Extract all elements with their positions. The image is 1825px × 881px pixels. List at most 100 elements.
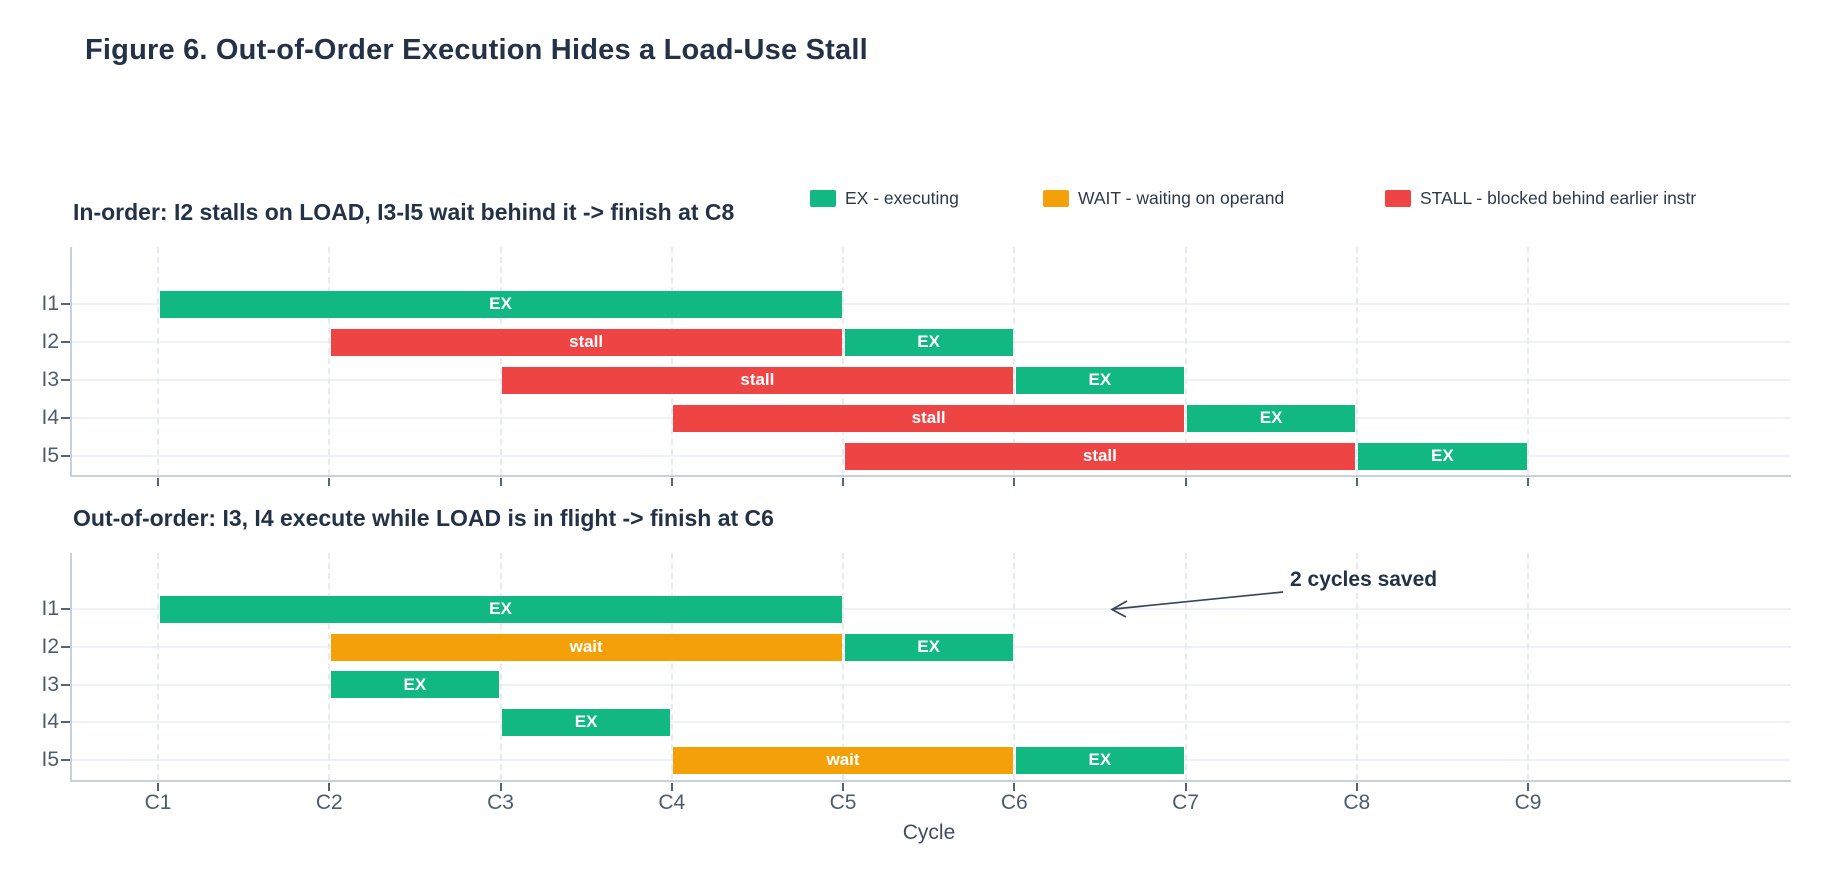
gantt-bar-out-of-order-i1-EX: EX: [159, 595, 842, 623]
legend-item-wait: WAIT - waiting on operand: [1043, 188, 1284, 208]
bar-label: EX: [1259, 408, 1283, 427]
x-tick-c5: [842, 478, 844, 486]
row-tick-i4: [61, 721, 70, 723]
x-tick-c9: [1527, 478, 1529, 486]
x-tick-c6: [1013, 783, 1016, 791]
cycle-gridline: [670, 247, 673, 475]
gantt-bar-out-of-order-i2-wait: wait: [330, 633, 842, 661]
x-tick-c1: [157, 478, 159, 486]
bar-label: stall: [569, 332, 604, 351]
row-label-out-of-order-i2: I2: [41, 635, 59, 658]
x-tick-c3: [499, 783, 502, 791]
legend-label-stall: STALL - blocked behind earlier instr: [1420, 187, 1697, 208]
cycle-gridline: [1184, 247, 1187, 475]
x-tick-c4: [670, 783, 673, 791]
bar-label: wait: [826, 750, 860, 769]
x-tick-c6: [1013, 478, 1016, 486]
row-gridline: [70, 683, 1791, 686]
x-tick-c7: [1184, 783, 1187, 791]
x-tick-c2: [328, 783, 331, 791]
bar-label: EX: [489, 599, 512, 618]
cycle-gridline: [157, 553, 159, 780]
bar-label: EX: [917, 637, 940, 656]
x-tick-label-c7: C7: [1172, 791, 1199, 814]
cycle-gridline: [157, 247, 159, 475]
row-tick-i5: [61, 455, 70, 457]
x-tick-label-c8: C8: [1343, 791, 1371, 814]
x-tick-label-c5: C5: [829, 791, 857, 814]
x-tick-label-c2: C2: [315, 791, 343, 814]
x-axis-spine: [70, 475, 1791, 477]
row-label-inorder-i4: I4: [41, 406, 59, 429]
row-label-inorder-i1: I1: [41, 292, 59, 315]
bar-label: EX: [1088, 750, 1112, 769]
figure-title: Figure 6. Out-of-Order Execution Hides a…: [85, 34, 868, 66]
gantt-bar-inorder-i3-stall: stall: [502, 366, 1013, 394]
gantt-bar-inorder-i2-stall: stall: [330, 328, 842, 356]
cycle-gridline: [499, 247, 502, 475]
y-axis-spine: [70, 247, 72, 475]
legend-label-wait: WAIT - waiting on operand: [1078, 187, 1285, 208]
gantt-bar-inorder-i1-EX: EX: [159, 290, 842, 318]
x-tick-c1: [157, 783, 159, 791]
x-tick-c4: [670, 478, 673, 486]
bar-label: EX: [403, 674, 427, 694]
cycle-gridline: [1527, 553, 1529, 780]
bar-label: stall: [1082, 446, 1117, 465]
x-tick-c3: [499, 478, 502, 486]
bar-label: EX: [917, 332, 940, 351]
cycle-gridline: [1355, 553, 1358, 780]
gantt-bar-out-of-order-i2-EX: EX: [844, 633, 1013, 661]
ex-color-swatch-icon: [810, 189, 836, 207]
row-gridline: [70, 303, 1791, 305]
cycle-gridline: [842, 553, 844, 780]
bar-label: wait: [569, 637, 603, 656]
stall-color-swatch-icon: [1385, 189, 1411, 207]
gantt-bar-out-of-order-i5-wait: wait: [673, 746, 1013, 774]
x-axis-title: Cycle: [902, 821, 956, 844]
wait-color-swatch-icon: [1043, 189, 1069, 207]
row-gridline: [70, 721, 1791, 723]
row-tick-i3: [61, 379, 70, 381]
x-tick-label-c9: C9: [1514, 791, 1542, 814]
bar-label: EX: [489, 294, 512, 313]
x-tick-label-c3: C3: [487, 791, 514, 814]
row-label-inorder-i3: I3: [41, 368, 59, 391]
x-tick-label-c1: C1: [144, 791, 172, 814]
gantt-bar-inorder-i3-EX: EX: [1015, 366, 1184, 394]
legend-item-stall: STALL - blocked behind earlier instr: [1385, 188, 1696, 208]
row-label-inorder-i2: I2: [41, 330, 59, 353]
x-tick-c9: [1527, 783, 1529, 791]
chart-inorder-title: In-order: I2 stalls on LOAD, I3-I5 wait …: [73, 199, 735, 225]
bar-label: EX: [1431, 446, 1454, 465]
gantt-bar-inorder-i2-EX: EX: [844, 328, 1013, 356]
annotation-2-cycles-saved: 2 cycles saved: [1290, 568, 1438, 591]
row-label-inorder-i5: I5: [41, 444, 59, 467]
cycle-gridline: [1184, 553, 1187, 780]
row-label-out-of-order-i4: I4: [41, 710, 59, 733]
cycle-gridline: [1013, 553, 1016, 780]
gantt-bar-inorder-i5-stall: stall: [844, 442, 1356, 470]
row-label-out-of-order-i5: I5: [41, 748, 59, 771]
bar-label: stall: [911, 408, 946, 427]
row-label-out-of-order-i1: I1: [41, 597, 59, 620]
row-label-out-of-order-i3: I3: [41, 672, 59, 696]
x-tick-c8: [1355, 478, 1358, 486]
gantt-bar-out-of-order-i3-EX: EX: [330, 671, 499, 698]
row-tick-i1: [61, 303, 70, 305]
gantt-bar-out-of-order-i5-EX: EX: [1015, 746, 1184, 774]
legend-item-ex: EX - executing: [810, 188, 959, 208]
gantt-bar-out-of-order-i4-EX: EX: [502, 708, 671, 736]
x-tick-label-c4: C4: [658, 791, 686, 814]
cycle-gridline: [842, 247, 844, 475]
row-tick-i2: [61, 646, 70, 648]
cycle-gridline: [1355, 247, 1358, 475]
gantt-bar-inorder-i5-EX: EX: [1358, 442, 1527, 470]
row-tick-i4: [61, 417, 70, 419]
row-tick-i5: [61, 759, 70, 761]
gantt-bar-inorder-i4-EX: EX: [1187, 404, 1356, 432]
row-gridline: [70, 608, 1791, 610]
cycle-gridline: [328, 247, 331, 475]
